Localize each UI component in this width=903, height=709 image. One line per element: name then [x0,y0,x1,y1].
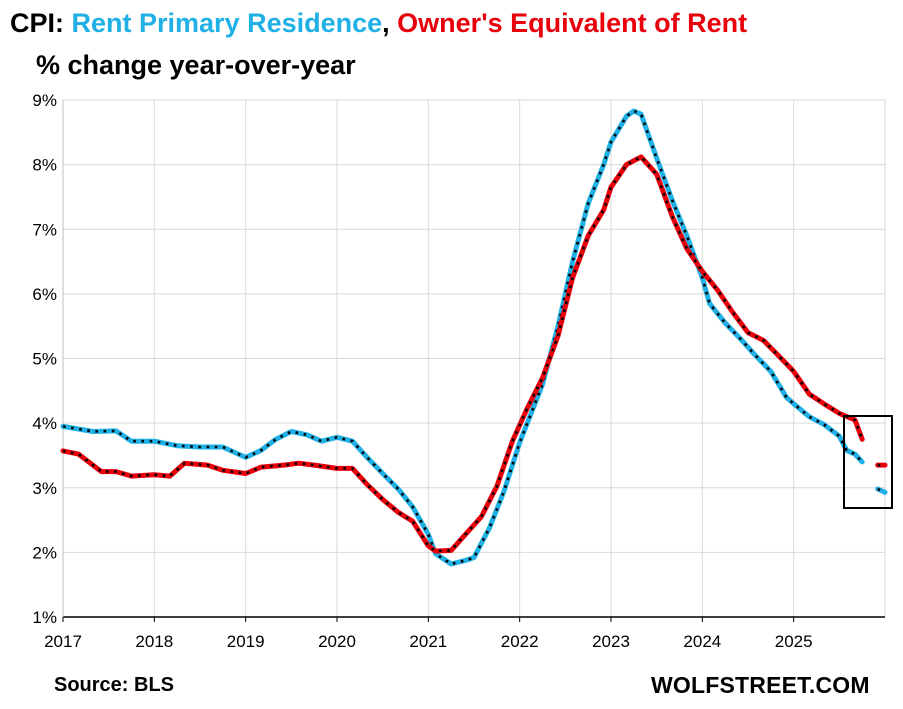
rent-primary-residence-line [60,108,865,567]
x-tick-label: 2020 [318,632,356,651]
y-tick-label: 9% [32,91,57,110]
x-tick-label: 2025 [775,632,813,651]
rent-dotted-overlay [62,109,864,566]
x-tick-label: 2022 [501,632,539,651]
y-tick-label: 5% [32,350,57,369]
x-tick-label: 2021 [409,632,447,651]
rent-dotted-overlay [877,487,886,494]
highlight-box [843,415,893,509]
source-label: Source: BLS [54,674,175,696]
x-axis-tick-labels: 2017 2018 2019 2020 2021 2022 2023 2024 2025 [44,617,813,651]
owners-equivalent-rent-line [60,154,865,554]
y-tick-label: 8% [32,156,57,175]
x-tick-label: 2024 [683,632,721,651]
title-prefix: CPI: [10,8,72,38]
title-rent-series: Rent Primary Residence [71,8,383,38]
x-tick-label: 2019 [227,632,265,651]
y-tick-label: 6% [32,285,57,304]
brand-label: WOLFSTREET.COM [651,672,870,698]
y-tick-label: 2% [32,543,57,562]
y-tick-label: 3% [32,479,57,498]
x-tick-label: 2023 [592,632,630,651]
chart-title: CPI: Rent Primary Residence, Owner's Equ… [10,8,747,39]
x-tick-label: 2017 [44,632,82,651]
series-lines [60,108,888,567]
y-tick-label: 7% [32,220,57,239]
title-oer-series: Owner's Equivalent of Rent [397,8,748,38]
y-axis-tick-labels: 1% 2% 3% 4% 5% 6% 7% 8% 9% [32,91,57,627]
x-tick-label: 2018 [135,632,173,651]
chart-subtitle: % change year-over-year [36,50,356,80]
y-tick-label: 1% [32,608,57,627]
y-tick-label: 4% [32,414,57,433]
title-separator: , [382,8,398,38]
oer-dotted-overlay [62,155,864,553]
